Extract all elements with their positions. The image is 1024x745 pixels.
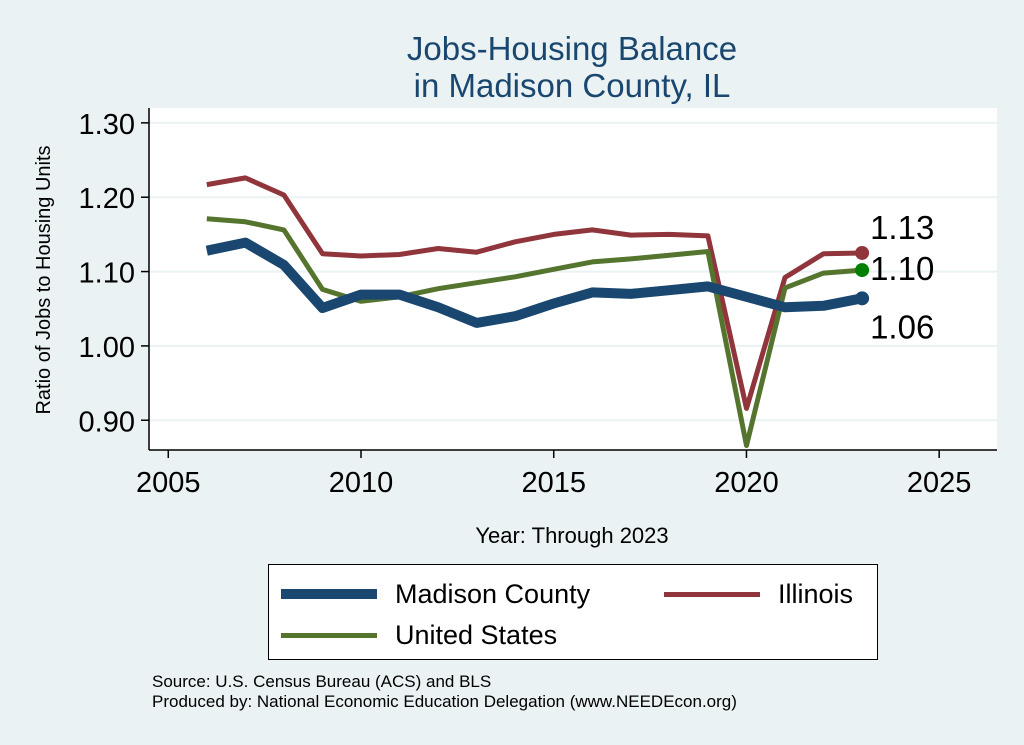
legend-swatch-madison bbox=[281, 589, 377, 599]
x-tick-label: 2010 bbox=[329, 467, 394, 499]
end-marker-illinois bbox=[855, 245, 870, 260]
x-tick-label: 2025 bbox=[907, 467, 972, 499]
x-tick-label: 2020 bbox=[714, 467, 779, 499]
end-markers: 1.13 1.10 1.06 bbox=[855, 209, 934, 345]
y-tick-label: 0.90 bbox=[79, 406, 135, 438]
source-note: Source: U.S. Census Bureau (ACS) and BLS… bbox=[152, 672, 737, 712]
x-tick-label: 2005 bbox=[136, 467, 201, 499]
x-axis-label: Year: Through 2023 bbox=[475, 523, 668, 548]
axes: 0.90 1.00 1.10 1.20 1.30 2005 2010 2015 2020 2025 bbox=[79, 108, 997, 499]
legend-item-us: United States bbox=[281, 620, 557, 650]
legend-label-madison: Madison County bbox=[395, 579, 591, 609]
legend: Madison County Illinois United States bbox=[268, 564, 878, 660]
chart-title: Jobs-Housing Balance in Madison County, … bbox=[0, 30, 1024, 104]
produced-by-line: Produced by: National Economic Education… bbox=[152, 692, 737, 711]
x-tick-label: 2015 bbox=[521, 467, 586, 499]
legend-item-madison: Madison County bbox=[281, 579, 590, 609]
end-value-label-united-states: 1.10 bbox=[870, 250, 934, 287]
series-line-madison-county bbox=[205, 237, 864, 328]
end-value-label-illinois: 1.13 bbox=[870, 209, 934, 246]
y-tick-label: 1.00 bbox=[79, 332, 135, 364]
y-axis-label: Ratio of Jobs to Housing Units bbox=[33, 145, 55, 414]
chart-title-line2: in Madison County, IL bbox=[413, 67, 731, 104]
y-tick-label: 1.20 bbox=[79, 183, 135, 215]
series-line-united-states bbox=[206, 216, 863, 448]
end-marker-united-states bbox=[855, 263, 870, 278]
end-value-label-madison-county: 1.06 bbox=[870, 308, 934, 345]
y-tick-label: 1.30 bbox=[79, 109, 135, 141]
legend-swatch-illinois bbox=[664, 591, 760, 597]
chart-title-line1: Jobs-Housing Balance bbox=[406, 30, 738, 67]
y-tick-label: 1.10 bbox=[79, 258, 135, 290]
legend-label-us: United States bbox=[395, 620, 558, 650]
legend-item-illinois: Illinois bbox=[664, 579, 853, 609]
series-line-illinois bbox=[206, 175, 863, 411]
end-marker-madison-county bbox=[855, 291, 870, 306]
legend-label-illinois: Illinois bbox=[778, 579, 854, 609]
series-lines bbox=[205, 175, 864, 448]
legend-swatch-us bbox=[281, 632, 377, 638]
line-chart: 0.90 1.00 1.10 1.20 1.30 2005 2010 2015 2020 2025… bbox=[33, 108, 997, 548]
source-line: Source: U.S. Census Bureau (ACS) and BLS bbox=[152, 672, 492, 691]
